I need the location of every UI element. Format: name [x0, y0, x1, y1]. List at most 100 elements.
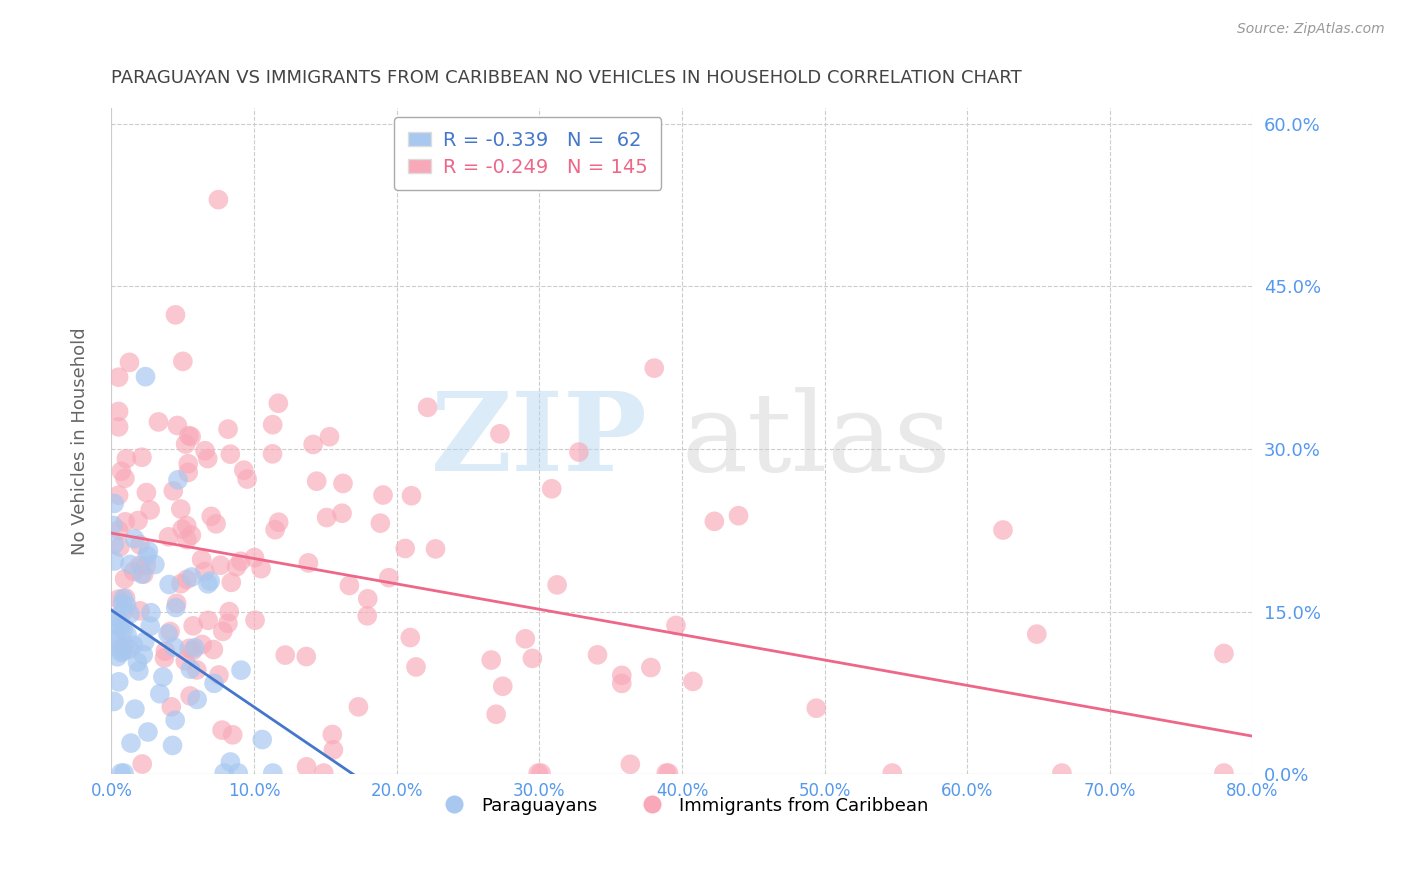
Point [657, 766, 679, 780]
Point [172, 354, 194, 368]
Point [177, 457, 200, 471]
Point [167, 473, 190, 487]
Point [229, 554, 252, 568]
Point [132, 567, 155, 582]
Point [540, 482, 562, 496]
Point [179, 689, 201, 703]
Point [101, 518, 124, 533]
Point [243, 550, 266, 565]
Point [179, 662, 201, 676]
Point [181, 643, 204, 657]
Point [138, 544, 160, 558]
Point [127, 655, 149, 669]
Point [218, 605, 240, 619]
Point [170, 502, 193, 516]
Point [118, 355, 141, 369]
Point [882, 766, 904, 780]
Point [262, 417, 284, 432]
Point [515, 632, 537, 646]
Point [172, 522, 194, 536]
Point [194, 565, 217, 579]
Point [180, 570, 202, 584]
Point [186, 663, 208, 677]
Point [103, 554, 125, 568]
Point [107, 420, 129, 434]
Point [318, 430, 340, 444]
Point [197, 577, 219, 591]
Point [1050, 766, 1073, 780]
Point [1213, 647, 1236, 661]
Point [640, 660, 662, 674]
Point [131, 757, 153, 772]
Point [205, 516, 228, 531]
Point [416, 401, 439, 415]
Point [155, 644, 177, 658]
Point [128, 538, 150, 552]
Text: Source: ZipAtlas.com: Source: ZipAtlas.com [1237, 22, 1385, 37]
Point [114, 572, 136, 586]
Point [128, 664, 150, 678]
Point [110, 464, 132, 478]
Point [250, 561, 273, 575]
Point [378, 571, 401, 585]
Point [162, 739, 184, 753]
Point [103, 694, 125, 708]
Point [186, 692, 208, 706]
Point [118, 642, 141, 657]
Point [267, 515, 290, 529]
Point [1025, 627, 1047, 641]
Point [148, 415, 170, 429]
Point [211, 624, 233, 639]
Point [655, 766, 678, 780]
Point [181, 619, 204, 633]
Point [727, 508, 749, 523]
Point [115, 598, 138, 612]
Point [170, 576, 193, 591]
Point [1213, 766, 1236, 780]
Point [568, 445, 591, 459]
Point [101, 632, 124, 646]
Point [159, 624, 181, 639]
Point [110, 640, 132, 655]
Point [107, 404, 129, 418]
Point [111, 597, 134, 611]
Point [682, 674, 704, 689]
Point [219, 447, 242, 461]
Point [139, 606, 162, 620]
Point [264, 523, 287, 537]
Point [991, 523, 1014, 537]
Point [209, 558, 232, 573]
Point [191, 638, 214, 652]
Point [330, 506, 353, 520]
Point [405, 660, 427, 674]
Point [112, 624, 135, 638]
Point [262, 766, 284, 780]
Point [197, 451, 219, 466]
Point [112, 766, 135, 780]
Point [135, 485, 157, 500]
Point [139, 503, 162, 517]
Point [156, 627, 179, 641]
Point [619, 757, 641, 772]
Point [610, 668, 633, 682]
Point [274, 648, 297, 662]
Point [219, 575, 242, 590]
Point [302, 437, 325, 451]
Point [108, 540, 131, 554]
Point [236, 472, 259, 486]
Point [312, 766, 335, 780]
Point [107, 523, 129, 537]
Point [208, 668, 231, 682]
Point [643, 361, 665, 376]
Point [222, 728, 245, 742]
Point [114, 515, 136, 529]
Point [401, 489, 423, 503]
Point [152, 670, 174, 684]
Point [262, 447, 284, 461]
Text: PARAGUAYAN VS IMMIGRANTS FROM CARIBBEAN NO VEHICLES IN HOUSEHOLD CORRELATION CHA: PARAGUAYAN VS IMMIGRANTS FROM CARIBBEAN … [111, 69, 1022, 87]
Point [219, 755, 242, 769]
Point [371, 488, 394, 502]
Point [166, 596, 188, 610]
Point [114, 471, 136, 485]
Point [332, 476, 354, 491]
